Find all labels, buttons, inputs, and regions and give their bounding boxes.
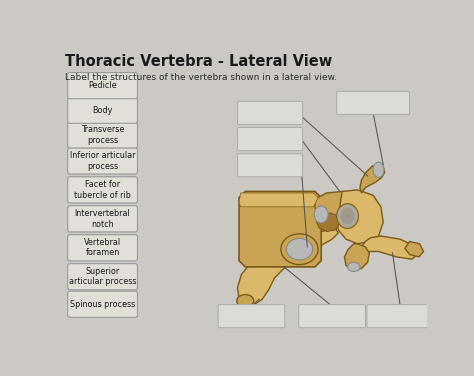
Polygon shape [317, 213, 340, 232]
Text: Intervertebral
notch: Intervertebral notch [75, 209, 130, 229]
Polygon shape [337, 190, 383, 244]
Text: Transverse
process: Transverse process [81, 125, 124, 144]
Polygon shape [405, 241, 423, 257]
FancyBboxPatch shape [337, 91, 410, 114]
Polygon shape [239, 193, 318, 207]
Polygon shape [315, 191, 354, 216]
Polygon shape [362, 236, 417, 259]
Ellipse shape [373, 162, 384, 177]
FancyBboxPatch shape [237, 154, 302, 177]
FancyBboxPatch shape [68, 177, 137, 203]
Text: Vertebral
foramen: Vertebral foramen [84, 238, 121, 258]
FancyBboxPatch shape [68, 206, 137, 232]
Ellipse shape [341, 208, 355, 224]
Text: Spinous process: Spinous process [70, 300, 135, 309]
FancyBboxPatch shape [68, 291, 137, 317]
Text: Pedicle: Pedicle [88, 81, 117, 90]
FancyBboxPatch shape [68, 97, 137, 123]
Polygon shape [239, 191, 321, 267]
FancyBboxPatch shape [68, 122, 137, 148]
FancyBboxPatch shape [68, 73, 137, 99]
Polygon shape [360, 164, 385, 193]
Ellipse shape [237, 295, 254, 307]
Text: Label the structures of the vertebra shown in a lateral view.: Label the structures of the vertebra sho… [65, 73, 337, 82]
Ellipse shape [281, 234, 318, 265]
FancyBboxPatch shape [218, 305, 285, 328]
Ellipse shape [337, 204, 358, 228]
Polygon shape [345, 244, 369, 270]
Text: Body: Body [92, 106, 113, 115]
Ellipse shape [286, 238, 313, 260]
Ellipse shape [347, 262, 360, 271]
FancyBboxPatch shape [237, 101, 302, 124]
FancyBboxPatch shape [68, 148, 137, 174]
FancyBboxPatch shape [68, 264, 137, 290]
Text: Facet for
tubercle of rib: Facet for tubercle of rib [74, 180, 131, 200]
FancyBboxPatch shape [237, 127, 302, 151]
Text: Thoracic Vertebra - Lateral View: Thoracic Vertebra - Lateral View [65, 55, 333, 69]
Text: Superior
articular process: Superior articular process [69, 267, 137, 287]
FancyBboxPatch shape [68, 235, 137, 261]
Ellipse shape [314, 206, 328, 223]
Polygon shape [237, 211, 338, 305]
FancyBboxPatch shape [299, 305, 365, 328]
FancyBboxPatch shape [367, 305, 434, 328]
Text: Inferior articular
process: Inferior articular process [70, 151, 136, 171]
